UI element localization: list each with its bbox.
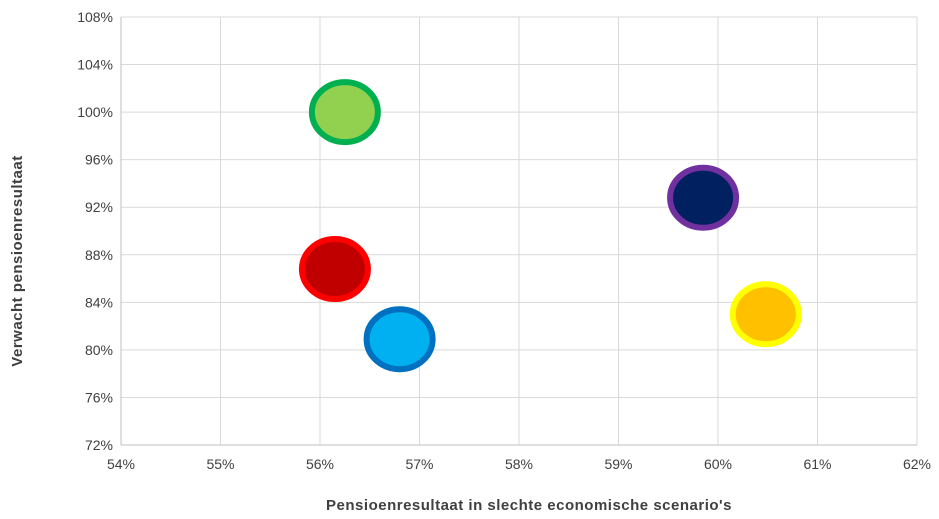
- y-tick-label: 96%: [85, 152, 113, 168]
- y-tick-label: 100%: [77, 104, 113, 120]
- data-point-2: [298, 236, 371, 303]
- y-tick-label: 92%: [85, 199, 113, 215]
- x-tick-label: 56%: [306, 456, 334, 472]
- data-points: [298, 79, 802, 373]
- data-point-4: [667, 164, 740, 231]
- y-tick-labels: 72% 76% 80% 84% 88% 92% 96% 100% 104% 108%: [77, 9, 113, 453]
- y-tick-label: 80%: [85, 342, 113, 358]
- y-axis-title: Verwacht pensioenresultaat: [9, 155, 26, 366]
- x-tick-labels: 54% 55% 56% 57% 58% 59% 60% 61% 62%: [107, 456, 931, 472]
- data-point-3: [363, 306, 436, 373]
- data-point-5: [729, 281, 802, 348]
- x-tick-label: 61%: [803, 456, 831, 472]
- x-tick-label: 57%: [405, 456, 433, 472]
- x-tick-label: 62%: [903, 456, 931, 472]
- y-tick-label: 104%: [77, 57, 113, 73]
- data-point-1: [308, 79, 381, 146]
- x-tick-label: 55%: [206, 456, 234, 472]
- grid-lines: [120, 16, 918, 446]
- x-tick-label: 54%: [107, 456, 135, 472]
- x-axis-title: Pensioenresultaat in slechte economische…: [326, 497, 732, 514]
- y-tick-label: 108%: [77, 9, 113, 25]
- y-tick-label: 76%: [85, 389, 113, 405]
- plot-area: [120, 17, 917, 446]
- y-tick-label: 72%: [85, 437, 113, 453]
- x-tick-label: 58%: [505, 456, 533, 472]
- y-tick-label: 84%: [85, 294, 113, 310]
- y-tick-label: 88%: [85, 247, 113, 263]
- x-tick-label: 60%: [704, 456, 732, 472]
- x-tick-label: 59%: [604, 456, 632, 472]
